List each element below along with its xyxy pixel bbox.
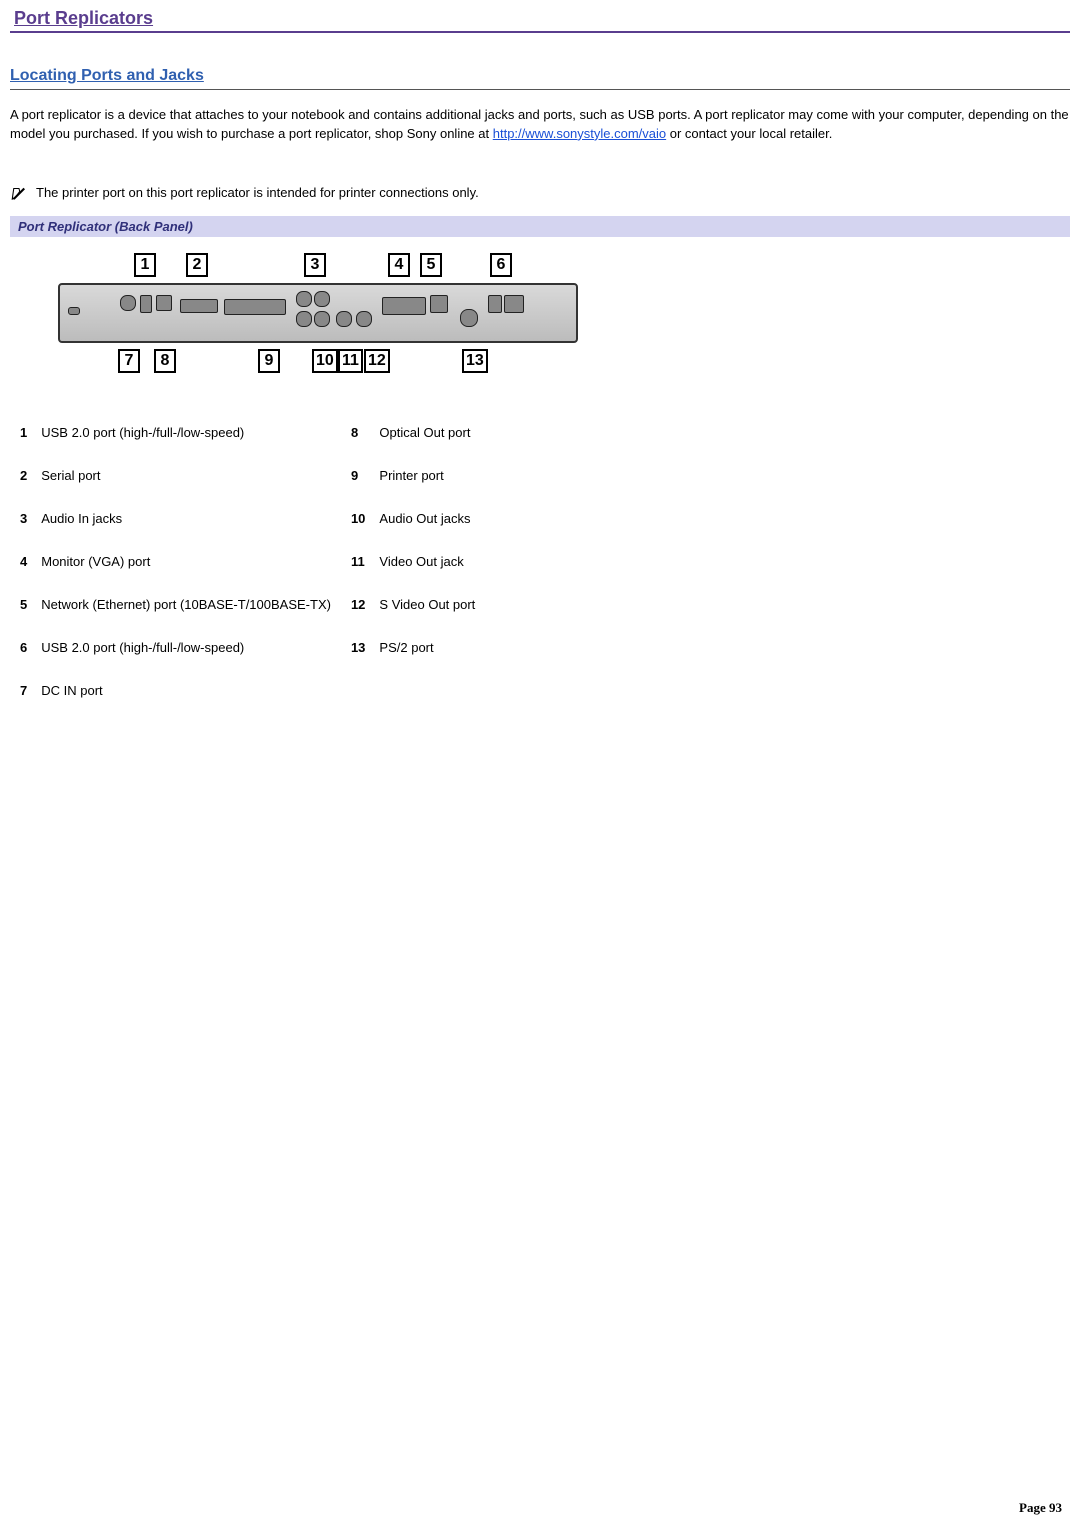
note-icon [10,184,28,202]
port-label: Serial port [31,454,341,497]
diagram-label: 4 [388,253,410,277]
port-label: Network (Ethernet) port (10BASE-T/100BAS… [31,583,341,626]
diagram-label: 1 [134,253,156,277]
port-number: 10 [341,497,369,540]
port-legend-table: 1USB 2.0 port (high-/full-/low-speed)8Op… [10,411,485,712]
port-label: USB 2.0 port (high-/full-/low-speed) [31,626,341,669]
diagram-label: 6 [490,253,512,277]
sony-link[interactable]: http://www.sonystyle.com/vaio [493,126,666,141]
port-label [369,669,485,712]
port-label: Audio Out jacks [369,497,485,540]
diagram-label: 7 [118,349,140,373]
diagram-label: 8 [154,349,176,373]
diagram-bottom-labels: 78 9 101112 13 [58,347,578,375]
page-footer: Page 93 [1019,1500,1062,1516]
device-body [58,283,578,343]
port-number: 3 [10,497,31,540]
table-row: 1USB 2.0 port (high-/full-/low-speed)8Op… [10,411,485,454]
port-number: 4 [10,540,31,583]
intro-paragraph: A port replicator is a device that attac… [10,106,1070,144]
port-label: Monitor (VGA) port [31,540,341,583]
table-row: 3Audio In jacks10Audio Out jacks [10,497,485,540]
port-label: Printer port [369,454,485,497]
port-number: 2 [10,454,31,497]
port-label: PS/2 port [369,626,485,669]
table-row: 4Monitor (VGA) port11Video Out jack [10,540,485,583]
diagram-label: 13 [462,349,488,373]
table-row: 7DC IN port [10,669,485,712]
port-label: Audio In jacks [31,497,341,540]
port-number: 6 [10,626,31,669]
port-number: 13 [341,626,369,669]
footer-label: Page [1019,1500,1046,1515]
port-number: 12 [341,583,369,626]
port-number [341,669,369,712]
diagram-label: 3 [304,253,326,277]
port-label: DC IN port [31,669,341,712]
section-heading: Locating Ports and Jacks [10,67,1070,90]
diagram-top-labels: 1 2 3 45 6 [58,251,578,279]
port-number: 7 [10,669,31,712]
intro-post: or contact your local retailer. [666,126,832,141]
port-number: 1 [10,411,31,454]
page-title: Port Replicators [10,8,153,29]
footer-number: 93 [1049,1500,1062,1515]
diagram-caption: Port Replicator (Back Panel) [10,216,1070,237]
diagram-label: 11 [338,349,363,373]
port-number: 8 [341,411,369,454]
port-number: 11 [341,540,369,583]
note: The printer port on this port replicator… [10,184,1070,202]
port-label: Video Out jack [369,540,485,583]
diagram-label: 2 [186,253,208,277]
port-label: USB 2.0 port (high-/full-/low-speed) [31,411,341,454]
diagram-label: 5 [420,253,442,277]
diagram-label: 12 [364,349,390,373]
port-number: 9 [341,454,369,497]
port-number: 5 [10,583,31,626]
note-text: The printer port on this port replicator… [36,184,479,202]
table-row: 5Network (Ethernet) port (10BASE-T/100BA… [10,583,485,626]
table-row: 6USB 2.0 port (high-/full-/low-speed)13P… [10,626,485,669]
table-row: 2Serial port9Printer port [10,454,485,497]
port-label: S Video Out port [369,583,485,626]
device-diagram: 123456 78910111213 [58,251,578,375]
title-bar: Port Replicators [10,8,1070,33]
diagram-label: 10 [312,349,338,373]
diagram-label: 9 [258,349,280,373]
port-label: Optical Out port [369,411,485,454]
